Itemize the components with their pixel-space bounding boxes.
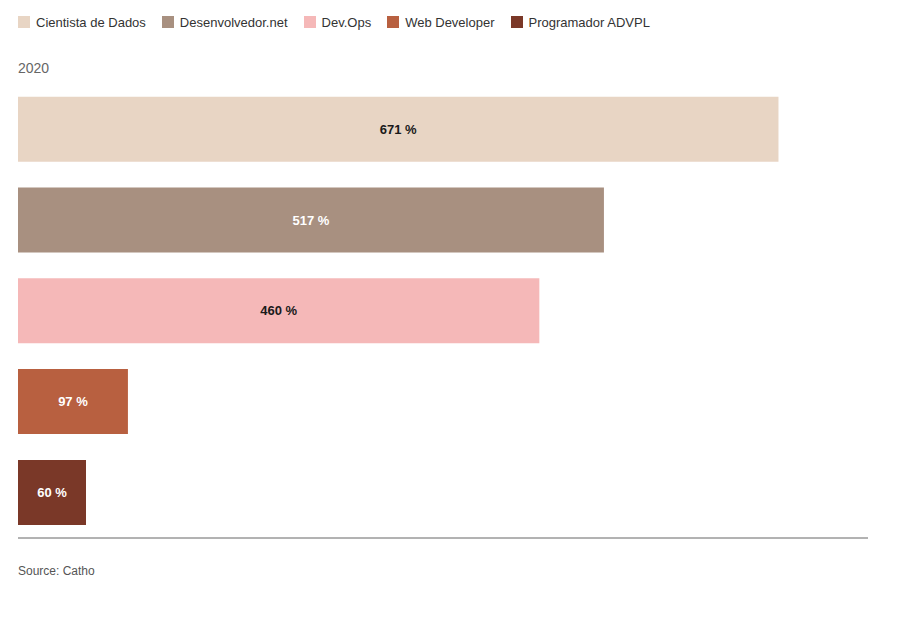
- html-text:Programador ADVPL: Programador ADVPL: [528, 14, 650, 30]
- svg-text:517 %: 517 %: [293, 213, 330, 228]
- html-text:Desenvolvedor.net: Desenvolvedor.net: [179, 14, 288, 30]
- html-text:Source: Catho: Source: Catho: [18, 564, 95, 578]
- svg-text:97 %: 97 %: [58, 394, 88, 409]
- html-text:Dev.Ops: Dev.Ops: [321, 14, 372, 30]
- html-text:Cientista de Dados: Cientista de Dados: [36, 14, 146, 30]
- svg-text:671 %: 671 %: [380, 122, 417, 137]
- html-text:Web Developer: Web Developer: [405, 14, 495, 30]
- svg-text:60 %: 60 %: [37, 485, 67, 500]
- svg-text:460 %: 460 %: [260, 303, 297, 318]
- html-text:2020: 2020: [18, 60, 50, 76]
